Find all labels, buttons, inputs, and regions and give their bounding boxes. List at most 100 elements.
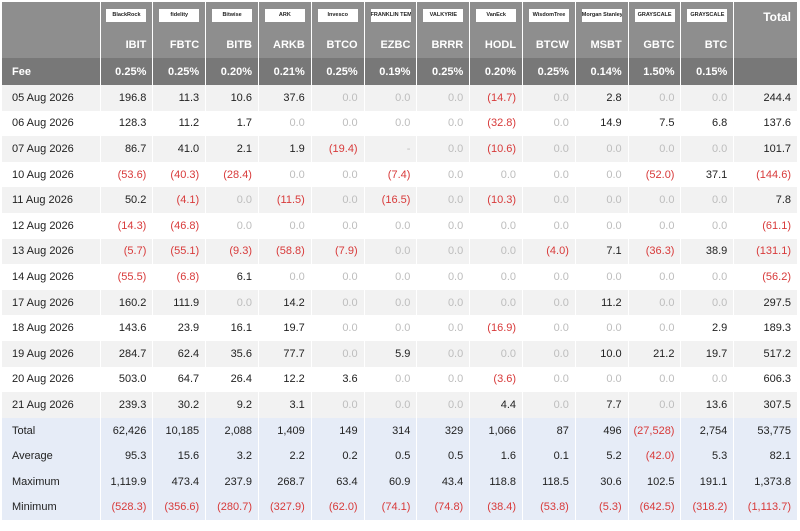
summary-label: Average [2,443,101,469]
flow-cell: 0.0 [680,289,734,316]
summary-cell: 314 [363,417,417,444]
date-cell: 14 Aug 2026 [12,270,74,283]
logo-cell: ARK [257,2,312,32]
flow-cell: 0.0 [627,289,681,316]
fee-value: 0.25% [310,58,365,85]
flow-cell: 0.0 [363,366,417,393]
summary-cell: (27,528) [627,417,681,444]
data-row: 18 Aug 2026 143.6 23.9 16.1 19.7 0.0 0.0 0.0 (16… [2,315,797,341]
data-row: 05 Aug 2026 196.8 11.3 10.6 37.6 0.0 0.0 0.0 (14… [2,85,797,111]
flow-cell: 0.0 [205,289,259,316]
flow-cell: 0.0 [522,289,576,316]
flow-cell: (11.5) [257,187,312,213]
date-cell: 17 Aug 2026 [2,289,101,316]
flow-cell: (10.6) [469,136,523,162]
flow-cell: 0.0 [363,238,417,265]
ticker: BTC [680,32,734,58]
summary-cell: 0.5 [416,443,470,469]
corner-cell [2,2,101,32]
flow-cell: 7.1 [574,238,629,265]
summary-cell: (42.0) [627,443,681,469]
flow-cell: (52.0) [627,161,681,188]
summary-cell: 149 [310,417,365,444]
flow-cell: 0.0 [522,340,576,367]
flow-cell: 0.0 [416,264,470,290]
flow-cell: 307.5 [733,392,797,418]
summary-cell: 2.2 [257,443,312,469]
summary-cell: 1,119.9 [99,468,153,495]
flow-cell: 77.7 [257,340,312,367]
flow-cell: 0.0 [627,315,681,341]
flow-cell: 0.0 [416,366,470,393]
flow-cell: 160.2 [99,289,153,316]
fund-logo: Invesco [317,9,358,22]
table-body: BlackRock fidelity Bitwise ARK Invesco FRANKL… [2,2,797,521]
summary-cell: (280.7) [205,494,259,521]
summary-row: Total 62,426 10,185 2,088 1,409 149 314 329 1,06… [2,417,797,444]
summary-cell: 473.4 [152,468,206,495]
ticker: BITB [205,32,259,58]
data-row: 21 Aug 2026 239.3 30.2 9.2 3.1 0.0 0.0 0.0 4.4 0.… [2,392,797,418]
flow-cell: 0.0 [205,212,259,239]
flow-cell: 3.1 [257,392,312,418]
flow-cell: (36.3) [627,238,681,265]
flow-cell: 0.0 [310,392,365,418]
flow-cell: 0.0 [522,187,576,213]
logo-cell: fidelity [152,2,206,32]
ticker: FBTC [152,32,206,58]
logo-cell: GRAYSCALE [680,2,734,32]
flow-cell: 0.0 [469,161,523,188]
summary-row: Minimum (528.3) (356.6) (280.7) (327.9) (62.0… [2,494,797,521]
summary-cell: 0.1 [522,443,576,469]
flow-cell: 0.0 [574,315,629,341]
summary-cell: 102.5 [627,468,681,495]
flow-cell: 10.0 [574,340,629,367]
summary-cell: 0.2 [310,443,365,469]
flow-cell: 0.0 [363,315,417,341]
summary-cell: 5.2 [574,443,629,469]
logo-cell: FRANKLIN TEMPLETON [363,2,417,32]
summary-cell: (53.8) [522,494,576,521]
flow-cell: 0.0 [310,212,365,239]
data-row: 06 Aug 2026 128.3 11.2 1.7 0.0 0.0 0.0 0.0 (32.8… [2,110,797,137]
flow-cell: 0.0 [416,289,470,316]
flow-cell: 2.8 [574,85,629,111]
flow-cell: 0.0 [416,136,470,162]
flow-cell: (16.9) [469,315,523,341]
flow-cell: 0.0 [522,85,576,111]
summary-label: Minimum [2,494,101,521]
fee-value: 0.25% [522,58,576,85]
fee-value: 0.25% [99,58,153,85]
flow-cell: 0.0 [416,187,470,213]
flow-cell: 14.9 [574,110,629,137]
fund-logo: FRANKLIN TEMPLETON [370,9,411,22]
flow-cell: 0.0 [310,161,365,188]
flow-cell: 0.0 [310,289,365,316]
flow-cell: (61.1) [733,212,797,239]
flow-cell: 137.6 [733,110,797,137]
fund-logo: fidelity [159,9,200,22]
flow-cell: 0.0 [574,366,629,393]
summary-cell: 87 [522,417,576,444]
flow-cell: 19.7 [257,315,312,341]
flow-cell: 0.0 [310,340,365,367]
fund-logo: ARK [264,9,305,22]
fee-value: 0.20% [205,58,259,85]
summary-label: Total [2,417,101,444]
flow-cell: 0.0 [416,238,470,265]
flow-cell: 0.0 [416,110,470,137]
ticker: HODL [469,32,523,58]
flow-cell: 0.0 [310,110,365,137]
flow-cell: 16.1 [205,315,259,341]
summary-cell: 30.6 [574,468,629,495]
summary-row: Average 95.3 15.6 3.2 2.2 0.2 0.5 0.5 1.6 0.1 5.2(… [2,443,797,469]
summary-cell: 118.5 [522,468,576,495]
flow-cell: (131.1) [733,238,797,265]
summary-cell: 268.7 [257,468,312,495]
flow-cell: 0.0 [522,136,576,162]
flow-cell: 0.0 [627,187,681,213]
flow-cell: 0.0 [680,366,734,393]
fund-logo: Morgan Stanley [581,9,622,22]
fee-value: 0.14% [574,58,629,85]
